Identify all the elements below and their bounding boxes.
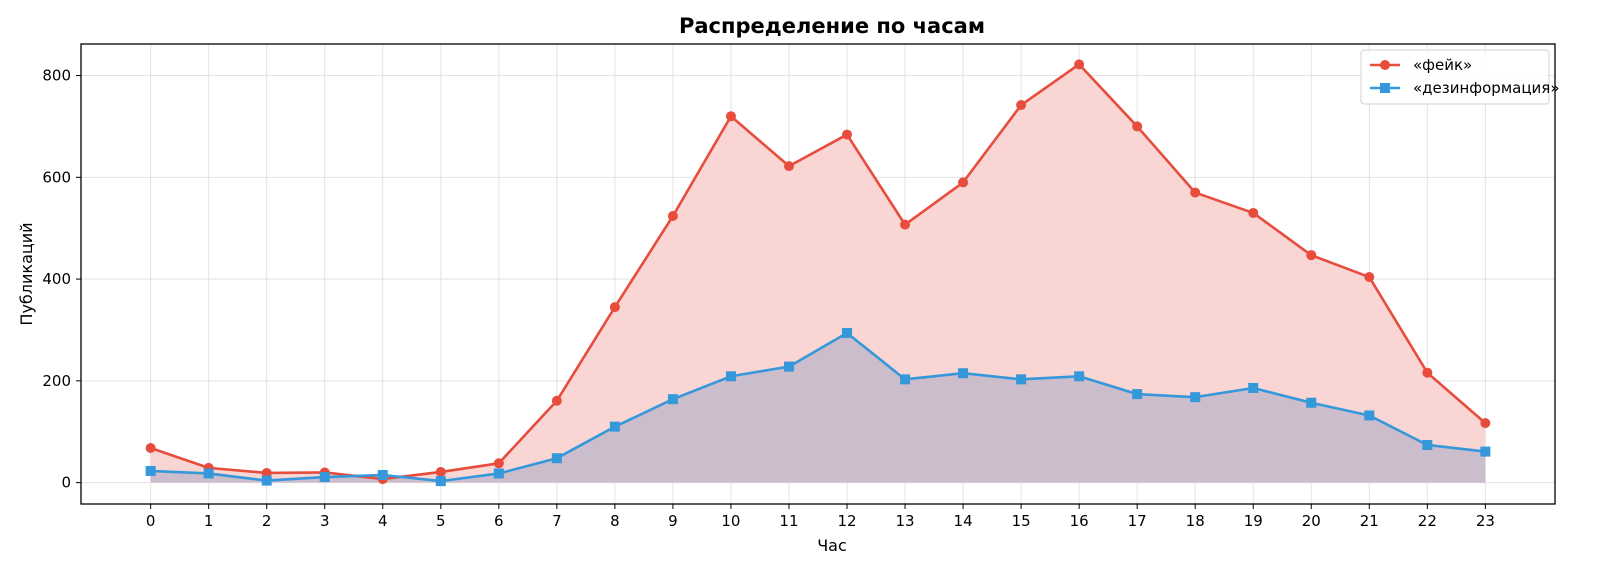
legend-marker-disinfo — [1380, 83, 1390, 93]
data-point — [667, 210, 678, 221]
x-tick-label: 16 — [1070, 512, 1089, 530]
data-point — [493, 458, 504, 469]
x-tick-label: 14 — [954, 512, 973, 530]
data-point — [261, 475, 272, 486]
x-tick-label: 18 — [1186, 512, 1205, 530]
x-tick-label: 2 — [262, 512, 272, 530]
x-tick-label: 10 — [721, 512, 740, 530]
series-area-1 — [150, 333, 1486, 483]
data-point — [377, 469, 388, 480]
y-tick-label: 600 — [42, 168, 71, 186]
data-point — [1016, 100, 1027, 111]
x-tick-label: 20 — [1302, 512, 1321, 530]
data-point — [1132, 121, 1143, 132]
x-tick-label: 8 — [610, 512, 620, 530]
y-tick-label: 200 — [42, 372, 71, 390]
legend: «фейк» «дезинформация» — [1360, 49, 1560, 105]
data-point — [1190, 187, 1201, 198]
data-point — [145, 443, 156, 454]
data-point — [1248, 382, 1259, 393]
x-tick-label: 0 — [146, 512, 156, 530]
data-point — [900, 374, 911, 385]
data-point — [958, 177, 969, 188]
data-point — [1422, 439, 1433, 450]
data-point — [1132, 389, 1143, 400]
data-point — [551, 453, 562, 464]
data-point — [1480, 446, 1491, 457]
x-tick-label: 1 — [204, 512, 214, 530]
data-point — [900, 219, 911, 230]
series-areas — [150, 64, 1486, 483]
y-axis: 0 200 400 600 800 — [42, 67, 81, 492]
data-point — [1306, 397, 1317, 408]
data-point — [725, 371, 736, 382]
data-point — [319, 472, 330, 483]
data-point — [1074, 59, 1085, 70]
x-tick-label: 22 — [1418, 512, 1437, 530]
data-point — [435, 476, 446, 487]
data-point — [842, 328, 853, 339]
series-area-0 — [150, 64, 1486, 483]
data-point — [842, 129, 853, 140]
x-tick-label: 21 — [1360, 512, 1379, 530]
legend-marker-fake — [1380, 60, 1390, 70]
data-point — [551, 395, 562, 406]
data-point — [958, 368, 969, 379]
y-tick-label: 0 — [61, 474, 71, 492]
x-tick-label: 19 — [1244, 512, 1263, 530]
data-point — [667, 394, 678, 405]
legend-box — [1360, 49, 1550, 105]
data-point — [145, 465, 156, 476]
x-axis: 0 1 2 3 4 5 6 7 8 9 10 11 12 13 14 15 16 17 18 19 20 21 22 23 — [146, 504, 1495, 530]
y-tick-label: 800 — [42, 67, 71, 85]
data-point — [1422, 367, 1433, 378]
series-lines — [150, 63, 1487, 483]
y-tick-label: 400 — [42, 270, 71, 288]
x-tick-label: 3 — [320, 512, 330, 530]
x-tick-label: 23 — [1476, 512, 1495, 530]
x-tick-label: 9 — [668, 512, 678, 530]
legend-label-disinfo: «дезинформация» — [1413, 79, 1560, 97]
x-tick-label: 7 — [552, 512, 562, 530]
data-point — [609, 302, 620, 313]
x-tick-label: 15 — [1012, 512, 1031, 530]
data-point — [1364, 272, 1375, 283]
x-tick-label: 12 — [837, 512, 856, 530]
y-axis-label: Публикаций — [17, 222, 36, 325]
x-tick-label: 4 — [378, 512, 388, 530]
data-point — [435, 466, 446, 477]
series-line-0 — [150, 63, 1487, 481]
data-point — [1190, 392, 1201, 403]
data-point — [203, 468, 214, 479]
data-point — [1306, 250, 1317, 261]
x-tick-label: 6 — [494, 512, 504, 530]
data-point — [725, 111, 736, 122]
data-point — [261, 467, 272, 478]
data-point — [1248, 207, 1259, 218]
data-point — [493, 468, 504, 479]
plot-frame — [80, 43, 1556, 505]
data-point — [1016, 374, 1027, 385]
data-point — [783, 161, 794, 172]
data-point — [1074, 371, 1085, 382]
series-markers — [145, 59, 1491, 487]
series-line-1 — [150, 331, 1486, 483]
x-tick-label: 13 — [896, 512, 915, 530]
x-axis-label: Час — [817, 536, 847, 555]
data-point — [609, 421, 620, 432]
chart-title: Распределение по часам — [679, 14, 985, 38]
data-point — [1364, 410, 1375, 421]
data-point — [783, 361, 794, 372]
data-point — [1480, 418, 1491, 429]
x-tick-label: 11 — [779, 512, 798, 530]
x-tick-label: 5 — [436, 512, 446, 530]
x-tick-label: 17 — [1128, 512, 1147, 530]
legend-label-fake: «фейк» — [1413, 56, 1472, 74]
